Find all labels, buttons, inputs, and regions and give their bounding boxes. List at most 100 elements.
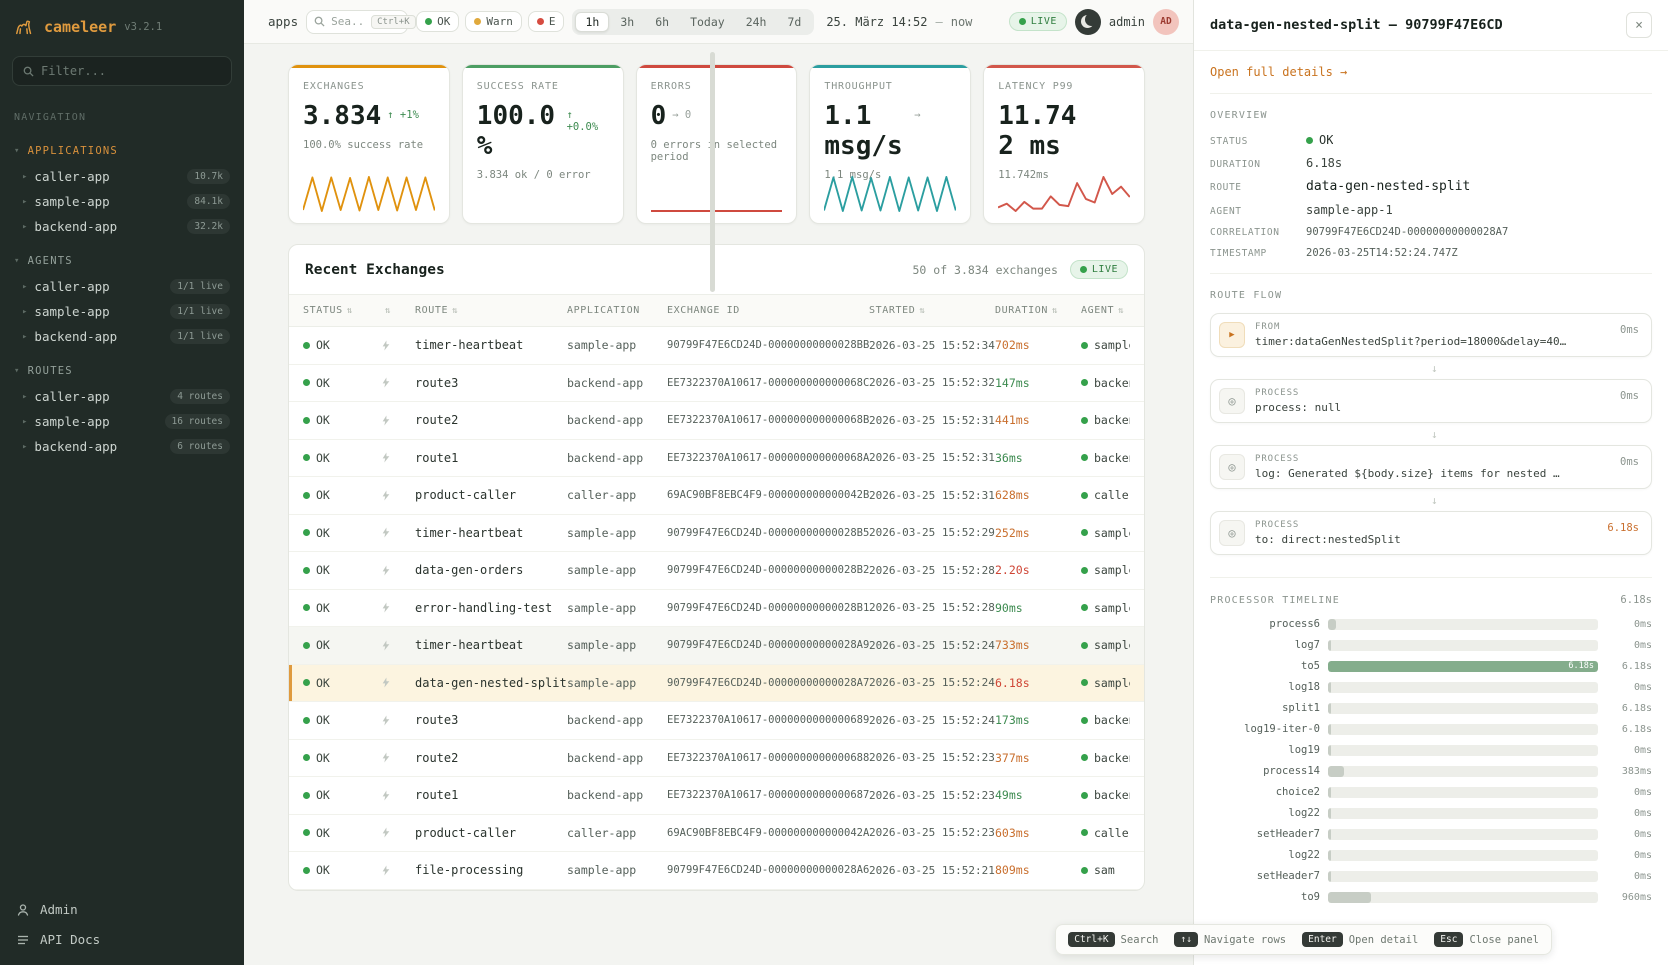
table-row[interactable]: OK file-processing sample-app 90799F47E6…	[289, 852, 1144, 890]
stat-card-value: 3.834	[303, 101, 382, 131]
close-icon[interactable]	[1626, 12, 1652, 38]
sidebar-item[interactable]: ▸ caller-app 10.7k	[0, 164, 244, 189]
column-header[interactable]: APPLICATION ⇅	[567, 305, 667, 316]
table-row[interactable]: OK route1 backend-app EE7322370A10617-00…	[289, 777, 1144, 815]
sidebar-item[interactable]: ▸ backend-app 32.2k	[0, 214, 244, 239]
chip-label: Warn	[486, 15, 513, 28]
timeline-track	[1328, 828, 1598, 840]
field-value: 6.18s	[1306, 156, 1343, 170]
sidebar-item[interactable]: ▸ backend-app 1/1 live	[0, 324, 244, 349]
open-full-details-link[interactable]: Open full details →	[1210, 65, 1348, 79]
status-badge: 1/1 live	[170, 329, 230, 344]
time-range-button[interactable]: 24h	[745, 14, 767, 29]
sidebar-item-api-docs[interactable]: API Docs	[16, 932, 228, 947]
global-search[interactable]: Ctrl+K	[306, 9, 416, 34]
table-row[interactable]: OK product-caller caller-app 69AC90BF8EB…	[289, 815, 1144, 852]
status-label: OK	[316, 375, 330, 390]
now-label[interactable]: now	[950, 14, 973, 29]
table-row[interactable]: OK timer-heartbeat sample-app 90799F47E6…	[289, 627, 1144, 665]
sidebar-item[interactable]: ▸ caller-app 4 routes	[0, 384, 244, 409]
status-label: OK	[316, 488, 330, 503]
table-row[interactable]: OK error-handling-test sample-app 90799F…	[289, 590, 1144, 627]
sidebar-item-admin[interactable]: Admin	[16, 902, 228, 917]
status-dot-icon	[1306, 137, 1313, 144]
section-head-applications[interactable]: ▾ APPLICATIONS	[0, 137, 244, 164]
app-name: cameleer	[44, 18, 117, 36]
sidebar-item[interactable]: ▸ backend-app 6 routes	[0, 434, 244, 459]
status-dot-icon	[303, 791, 310, 799]
status-filter-chip[interactable]: Warn	[465, 11, 522, 32]
table-row[interactable]: OK route3 backend-app EE7322370A10617-00…	[289, 365, 1144, 402]
table-row[interactable]: OK data-gen-orders sample-app 90799F47E6…	[289, 552, 1144, 590]
column-header[interactable]: DURATION ⇅	[995, 305, 1081, 316]
time-range-button[interactable]: 3h	[620, 14, 635, 29]
sidebar-item[interactable]: ▸ sample-app 16 routes	[0, 409, 244, 434]
sidebar-item[interactable]: ▸ sample-app 84.1k	[0, 189, 244, 214]
table-row[interactable]: OK route2 backend-app EE7322370A10617-00…	[289, 740, 1144, 777]
column-header[interactable]: STATUS ⇅	[303, 305, 381, 316]
table-row[interactable]: OK timer-heartbeat sample-app 90799F47E6…	[289, 327, 1144, 365]
sidebar-item[interactable]: ▸ caller-app 1/1 live	[0, 274, 244, 299]
route-flow-step[interactable]: PROCESS to: direct:nestedSplit 6.18s	[1210, 511, 1652, 555]
exchange-type-cell	[381, 376, 415, 389]
table-row[interactable]: OK data-gen-nested-split sample-app 9079…	[289, 664, 1144, 702]
timeline-bar	[1328, 849, 1331, 861]
sidebar-item[interactable]: ▸ sample-app 1/1 live	[0, 299, 244, 324]
time-range-button[interactable]: Today	[690, 14, 725, 29]
timeline-bar: 6.18s	[1328, 660, 1598, 672]
table-row[interactable]: OK route2 backend-app EE7322370A10617-00…	[289, 402, 1144, 440]
route-flow-step[interactable]: PROCESS log: Generated ${body.size} item…	[1210, 445, 1652, 507]
stat-card-title: ERRORS	[650, 81, 692, 92]
route-flow-step[interactable]: FROM timer:dataGenNestedSplit?period=180…	[1210, 313, 1652, 375]
status-cell: OK	[303, 526, 381, 540]
agent-label: sample	[1094, 525, 1130, 540]
search-input[interactable]	[331, 15, 366, 28]
table-row[interactable]: OK product-caller caller-app 69AC90BF8EB…	[289, 477, 1144, 515]
dark-mode-toggle[interactable]	[1074, 8, 1101, 35]
status-filter-chip[interactable]: OK	[416, 11, 460, 32]
live-dot-icon	[1079, 266, 1087, 273]
avatar[interactable]: AD	[1153, 8, 1179, 35]
section-head-routes[interactable]: ▾ ROUTES	[0, 357, 244, 384]
column-header[interactable]: STARTED ⇅	[869, 305, 995, 316]
logo[interactable]: cameleer v3.2.1	[0, 0, 244, 48]
sidebar-filter[interactable]	[12, 56, 232, 86]
sidebar-filter-input[interactable]	[41, 64, 221, 78]
timeline-row: setHeader7 0ms	[1210, 828, 1652, 840]
lightning-icon	[382, 715, 390, 726]
column-header[interactable]: ROUTE ⇅	[415, 305, 567, 316]
column-header[interactable]: EXCHANGE ID ⇅	[667, 305, 869, 316]
detail-panel: data-gen-nested-split — 90799F47E6CD Ope…	[1193, 0, 1668, 965]
duration-cell: 49ms	[995, 788, 1023, 803]
time-range-button[interactable]: 1h	[575, 11, 610, 32]
agent-status-dot-icon	[1081, 791, 1088, 799]
section-head-agents[interactable]: ▾ AGENTS	[0, 247, 244, 274]
column-header[interactable]: ⇅	[381, 306, 415, 316]
main-scrollbar-thumb[interactable]	[710, 52, 715, 292]
chevron-right-icon: ▸	[22, 221, 28, 232]
agent-cell: caller	[1081, 488, 1130, 502]
table-row[interactable]: OK route1 backend-app EE7322370A10617-00…	[289, 440, 1144, 477]
route-flow-step[interactable]: PROCESS process: null 0ms	[1210, 379, 1652, 441]
timeline-bar	[1328, 786, 1331, 798]
status-filter-chip[interactable]: E	[527, 11, 565, 32]
agent-status-dot-icon	[1081, 566, 1088, 574]
time-range-button[interactable]: 7d	[787, 14, 802, 29]
agent-cell: caller	[1081, 826, 1130, 840]
timeline-bar	[1328, 639, 1331, 651]
section-items: ▸ caller-app 10.7k ▸ sample-app 84.1k ▸ …	[0, 164, 244, 239]
count-badge: 10.7k	[187, 169, 230, 184]
status-dot-icon	[303, 566, 310, 574]
timeline-row: process6 0ms	[1210, 618, 1652, 630]
stat-card: ERRORS 0 → 0 0 errors in selected period	[635, 64, 798, 224]
route-cell: timer-heartbeat	[415, 525, 524, 540]
processor-duration: 0ms	[1633, 786, 1652, 798]
table-row[interactable]: OK timer-heartbeat sample-app 90799F47E6…	[289, 515, 1144, 552]
table-row[interactable]: OK route3 backend-app EE7322370A10617-00…	[289, 702, 1144, 740]
started-cell: 2026-03-25 15:52:23	[869, 751, 995, 765]
date-range-label[interactable]: 25. März 14:52	[826, 14, 928, 29]
time-range-button[interactable]: 6h	[655, 14, 670, 29]
application-cell: backend-app	[567, 713, 644, 728]
column-header[interactable]: AGENT ⇅	[1081, 305, 1130, 316]
detail-panel-body: Open full details → OVERVIEW STATUS OK D…	[1194, 51, 1668, 965]
